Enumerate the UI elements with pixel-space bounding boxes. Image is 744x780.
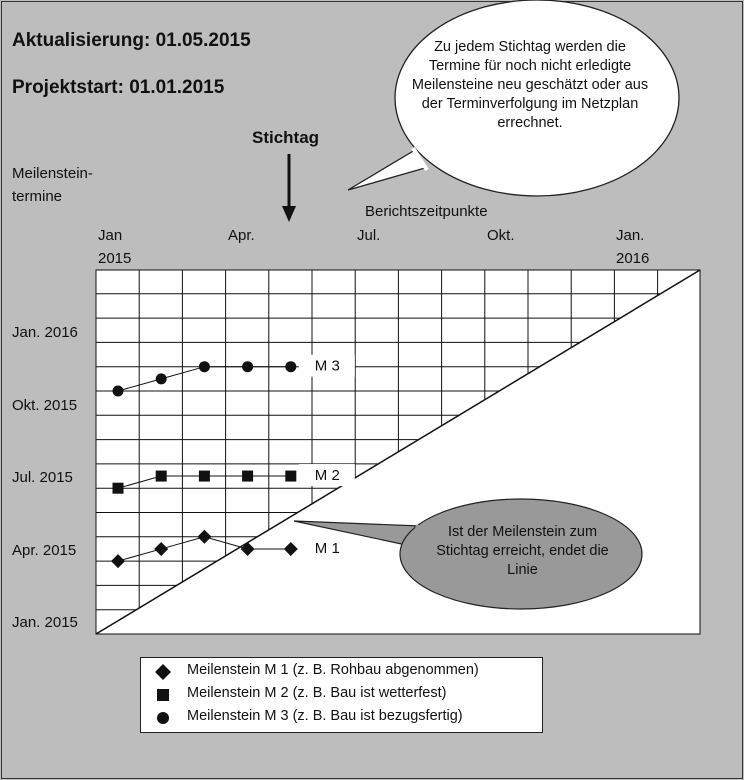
x-tick-label: Okt. [487, 227, 515, 244]
legend-label: Meilenstein M 3 (z. B. Bau ist bezugsfer… [187, 708, 463, 724]
y-axis-title-line1: Meilenstein- [12, 165, 93, 182]
legend-label: Meilenstein M 2 (z. B. Bau ist wetterfes… [187, 685, 447, 701]
circle-marker [112, 385, 124, 397]
y-tick-label: Apr. 2015 [12, 542, 76, 559]
callout-top [347, 0, 680, 197]
x-tick-label: Jan. [616, 227, 644, 244]
series-label-3: M 3 [315, 358, 340, 375]
diamond-icon [155, 664, 171, 680]
diamond-marker [283, 541, 298, 556]
series-label-bg [298, 464, 355, 487]
diamond-marker [240, 541, 255, 556]
series-label-2: M 2 [315, 467, 340, 484]
y-tick-label: Jan. 2015 [12, 614, 78, 631]
circle-marker [242, 361, 254, 373]
square-icon [157, 689, 169, 701]
callout-bottom [293, 498, 643, 610]
x-tick-label: Jan [98, 227, 122, 244]
cutoff-date-label: Stichtag [252, 128, 320, 147]
y-tick-label: Okt. 2015 [12, 397, 77, 414]
series-markers [111, 361, 298, 569]
series-labels: M 1 M 2 M 3 [298, 354, 355, 559]
project-start-label: Projektstart: 01.01.2015 [12, 77, 225, 98]
cutoff-arrow [282, 154, 296, 222]
x-axis-title: Berichtszeitpunkte [365, 203, 488, 220]
x-tick-label: Jul. [357, 227, 380, 244]
x-tick-label: 2015 [98, 250, 131, 267]
y-tick-labels: Jan. 2016 Okt. 2015 Jul. 2015 Apr. 2015 Jan.… [12, 324, 78, 631]
y-tick-label: Jul. 2015 [12, 469, 73, 486]
square-marker [242, 470, 254, 482]
y-axis-title-line2: termine [12, 188, 63, 205]
diagonal-line [95, 269, 701, 635]
series-label-bg [298, 536, 355, 559]
diamond-marker [154, 541, 169, 556]
diamond-marker [197, 529, 212, 544]
y-tick-label: Jan. 2016 [12, 324, 78, 341]
diamond-marker [111, 554, 125, 569]
square-marker [155, 470, 167, 482]
callout-bottom-text: Ist der Meilenstein zum Stichtag erreich… [436, 524, 609, 578]
series-label-1: M 1 [315, 540, 340, 557]
chart-border [95, 269, 701, 635]
legend-label: Meilenstein M 1 (z. B. Rohbau abgenommen… [187, 662, 479, 678]
callout-top-text: Zu jedem Stichtag werden die Termine für… [411, 39, 649, 131]
x-tick-labels: Jan 2015 Apr. Jul. Okt. Jan. 2016 [98, 227, 649, 267]
circle-marker [198, 361, 210, 373]
update-date-label: Aktualisierung: 01.05.2015 [12, 30, 251, 51]
circle-icon [157, 712, 169, 724]
circle-marker [155, 373, 167, 385]
x-tick-label: Apr. [228, 227, 255, 244]
square-marker [112, 482, 124, 494]
legend: Meilenstein M 1 (z. B. Rohbau abgenommen… [140, 657, 543, 733]
series-label-bg [298, 354, 355, 377]
square-marker [198, 470, 210, 482]
circle-marker [285, 361, 297, 373]
x-tick-label: 2016 [616, 250, 649, 267]
square-marker [285, 470, 297, 482]
